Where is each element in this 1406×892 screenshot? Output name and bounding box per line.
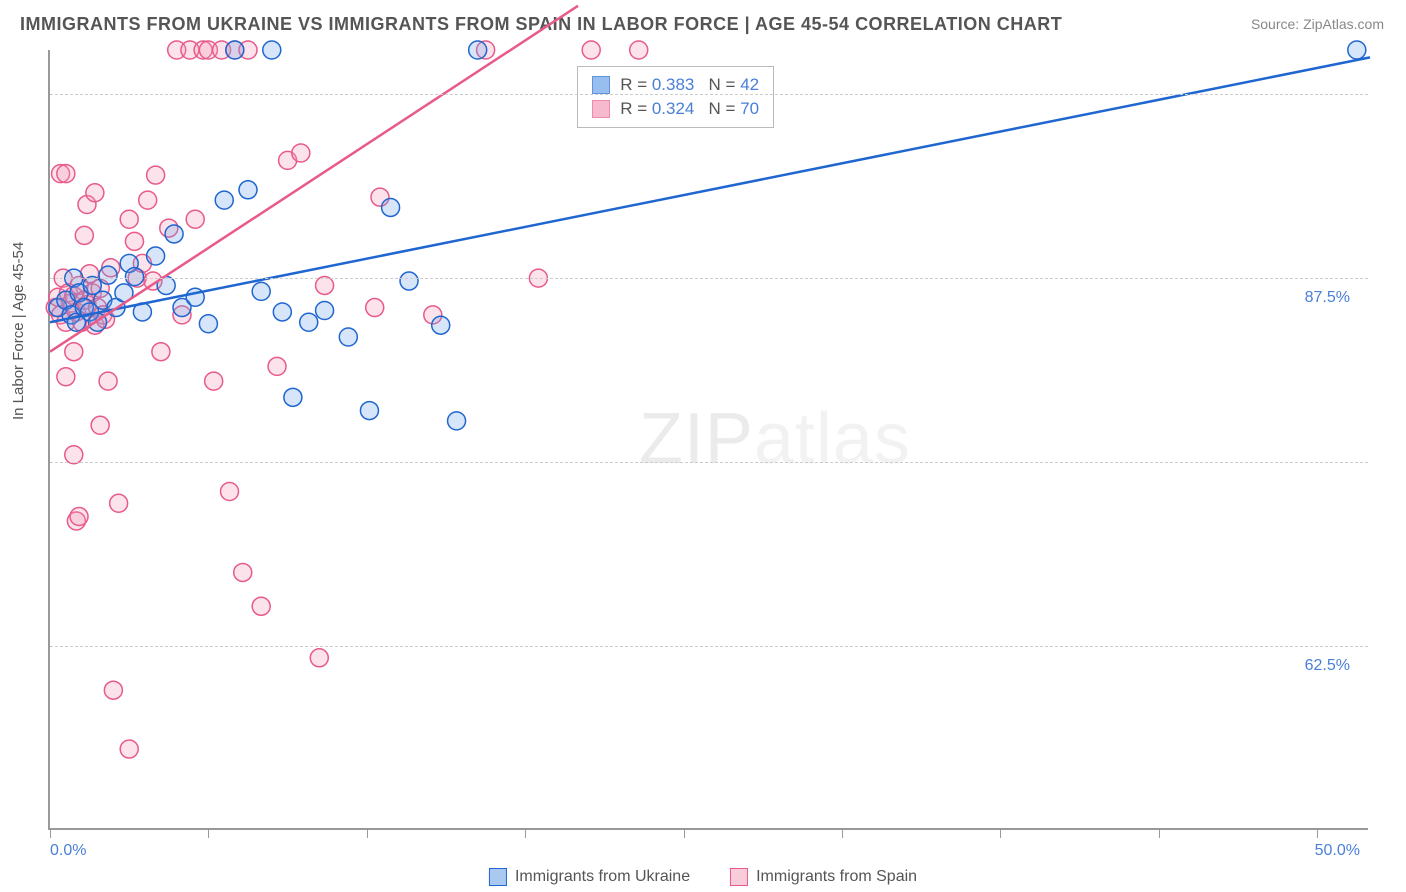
data-point bbox=[199, 315, 217, 333]
data-point bbox=[86, 184, 104, 202]
data-point bbox=[75, 226, 93, 244]
legend-label: Immigrants from Ukraine bbox=[515, 868, 690, 886]
x-tick bbox=[684, 828, 685, 838]
data-point bbox=[147, 247, 165, 265]
x-tick bbox=[1159, 828, 1160, 838]
y-tick-label: 87.5% bbox=[1305, 289, 1350, 307]
data-point bbox=[339, 328, 357, 346]
data-point bbox=[263, 41, 281, 59]
legend-swatch bbox=[489, 868, 507, 886]
x-tick bbox=[1000, 828, 1001, 838]
data-point bbox=[382, 198, 400, 216]
data-point bbox=[252, 282, 270, 300]
x-tick bbox=[50, 828, 51, 838]
gridline bbox=[50, 462, 1368, 463]
data-point bbox=[99, 372, 117, 390]
data-point bbox=[165, 225, 183, 243]
data-point bbox=[70, 508, 88, 526]
data-point bbox=[139, 191, 157, 209]
data-point bbox=[186, 210, 204, 228]
gridline bbox=[50, 646, 1368, 647]
data-point bbox=[147, 166, 165, 184]
data-point bbox=[469, 41, 487, 59]
correlation-stats-box: R = 0.383 N = 42 R = 0.324 N = 70 bbox=[577, 66, 774, 128]
x-tick bbox=[208, 828, 209, 838]
chart-title: IMMIGRANTS FROM UKRAINE VS IMMIGRANTS FR… bbox=[20, 14, 1062, 35]
data-point bbox=[300, 313, 318, 331]
data-point bbox=[221, 483, 239, 501]
x-tick bbox=[1317, 828, 1318, 838]
data-point bbox=[104, 681, 122, 699]
data-point bbox=[292, 144, 310, 162]
legend: Immigrants from Ukraine Immigrants from S… bbox=[489, 868, 917, 886]
data-point bbox=[284, 388, 302, 406]
chart-svg bbox=[50, 50, 1368, 828]
data-point bbox=[205, 372, 223, 390]
data-point bbox=[316, 301, 334, 319]
data-point bbox=[268, 357, 286, 375]
data-point bbox=[120, 210, 138, 228]
stats-text: R = 0.324 N = 70 bbox=[620, 99, 759, 119]
data-point bbox=[226, 41, 244, 59]
gridline bbox=[50, 94, 1368, 95]
x-tick bbox=[367, 828, 368, 838]
data-point bbox=[65, 343, 83, 361]
x-tick bbox=[525, 828, 526, 838]
data-point bbox=[57, 368, 75, 386]
y-tick-label: 62.5% bbox=[1305, 657, 1350, 675]
data-point bbox=[252, 597, 270, 615]
x-tick-label: 50.0% bbox=[1315, 842, 1360, 860]
y-axis-label: In Labor Force | Age 45-54 bbox=[10, 242, 27, 420]
series-swatch bbox=[592, 76, 610, 94]
data-point bbox=[360, 402, 378, 420]
data-point bbox=[120, 740, 138, 758]
data-point bbox=[432, 316, 450, 334]
data-point bbox=[582, 41, 600, 59]
data-point bbox=[125, 268, 143, 286]
gridline bbox=[50, 278, 1368, 279]
data-point bbox=[91, 416, 109, 434]
data-point bbox=[630, 41, 648, 59]
trend-line bbox=[50, 6, 578, 352]
legend-item: Immigrants from Ukraine bbox=[489, 868, 690, 886]
source-attribution: Source: ZipAtlas.com bbox=[1251, 16, 1384, 32]
data-point bbox=[152, 343, 170, 361]
stats-row: R = 0.383 N = 42 bbox=[592, 73, 759, 97]
data-point bbox=[273, 303, 291, 321]
x-tick bbox=[842, 828, 843, 838]
data-point bbox=[316, 276, 334, 294]
data-point bbox=[215, 191, 233, 209]
series-swatch bbox=[592, 100, 610, 118]
data-point bbox=[65, 446, 83, 464]
data-point bbox=[125, 232, 143, 250]
data-point bbox=[110, 494, 128, 512]
data-point bbox=[239, 181, 257, 199]
x-tick-label: 0.0% bbox=[50, 842, 86, 860]
legend-item: Immigrants from Spain bbox=[730, 868, 917, 886]
data-point bbox=[310, 649, 328, 667]
data-point bbox=[234, 563, 252, 581]
data-point bbox=[57, 165, 75, 183]
data-point bbox=[366, 299, 384, 317]
plot-area: ZIPatlas R = 0.383 N = 42R = 0.324 N = 7… bbox=[48, 50, 1368, 830]
stats-text: R = 0.383 N = 42 bbox=[620, 75, 759, 95]
data-point bbox=[400, 272, 418, 290]
stats-row: R = 0.324 N = 70 bbox=[592, 97, 759, 121]
legend-swatch bbox=[730, 868, 748, 886]
data-point bbox=[448, 412, 466, 430]
data-point bbox=[1348, 41, 1366, 59]
data-point bbox=[99, 266, 117, 284]
legend-label: Immigrants from Spain bbox=[756, 868, 917, 886]
